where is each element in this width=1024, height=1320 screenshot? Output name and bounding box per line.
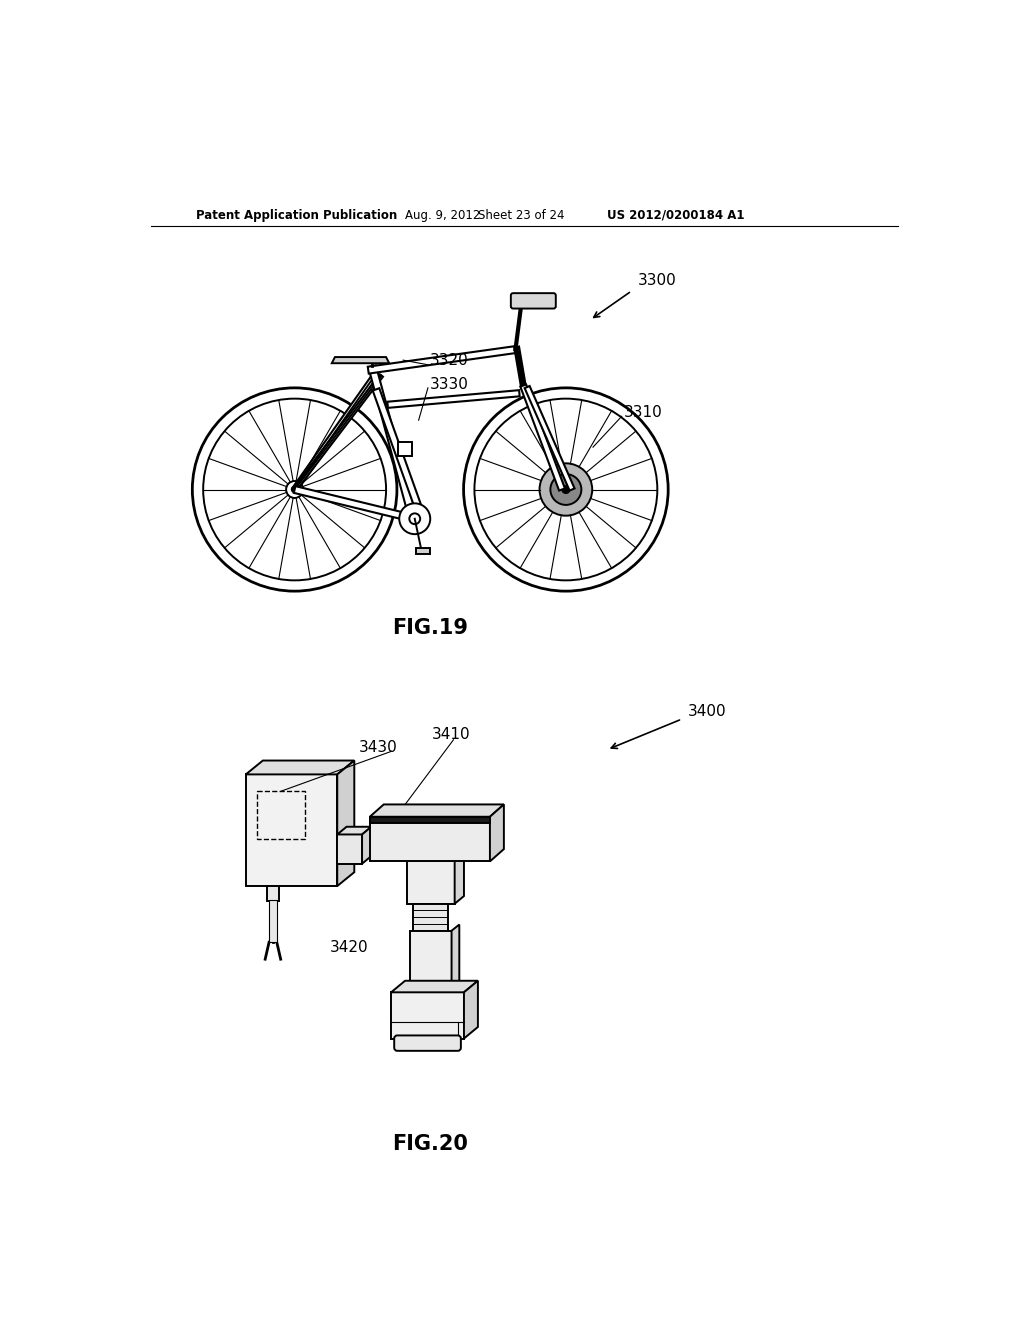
- Polygon shape: [337, 826, 372, 834]
- Text: 3310: 3310: [624, 405, 663, 420]
- FancyBboxPatch shape: [413, 904, 449, 931]
- Circle shape: [399, 503, 430, 535]
- FancyBboxPatch shape: [370, 817, 489, 862]
- Circle shape: [464, 388, 669, 591]
- Text: 3410: 3410: [432, 727, 470, 742]
- FancyBboxPatch shape: [397, 442, 412, 455]
- Polygon shape: [362, 826, 372, 863]
- Polygon shape: [524, 385, 574, 491]
- Polygon shape: [337, 760, 354, 886]
- FancyBboxPatch shape: [337, 834, 362, 863]
- Polygon shape: [455, 854, 464, 904]
- Polygon shape: [489, 804, 504, 862]
- FancyBboxPatch shape: [391, 993, 464, 1039]
- Text: FIG.20: FIG.20: [392, 1134, 468, 1154]
- FancyBboxPatch shape: [410, 931, 452, 993]
- Text: 3430: 3430: [359, 741, 397, 755]
- FancyBboxPatch shape: [407, 862, 455, 904]
- Polygon shape: [373, 388, 424, 516]
- Text: 3320: 3320: [430, 354, 469, 368]
- Polygon shape: [520, 384, 565, 491]
- Text: US 2012/0200184 A1: US 2012/0200184 A1: [607, 209, 744, 222]
- Polygon shape: [370, 804, 504, 817]
- Circle shape: [193, 388, 397, 591]
- Text: 3300: 3300: [638, 272, 677, 288]
- Circle shape: [474, 399, 657, 581]
- Text: 3330: 3330: [430, 376, 469, 392]
- Circle shape: [410, 513, 420, 524]
- Polygon shape: [293, 375, 383, 491]
- Text: FIG.19: FIG.19: [392, 618, 468, 638]
- Polygon shape: [332, 358, 389, 363]
- FancyBboxPatch shape: [266, 886, 280, 902]
- Polygon shape: [368, 346, 517, 374]
- FancyBboxPatch shape: [370, 817, 489, 822]
- FancyBboxPatch shape: [511, 293, 556, 309]
- Polygon shape: [369, 366, 417, 520]
- Circle shape: [203, 399, 386, 581]
- FancyBboxPatch shape: [246, 775, 337, 886]
- Circle shape: [540, 463, 592, 516]
- Polygon shape: [387, 391, 519, 408]
- Polygon shape: [391, 981, 478, 993]
- Text: 3400: 3400: [687, 704, 726, 719]
- Text: Aug. 9, 2012: Aug. 9, 2012: [406, 209, 481, 222]
- FancyBboxPatch shape: [417, 548, 430, 554]
- Polygon shape: [294, 486, 416, 523]
- Circle shape: [292, 486, 298, 492]
- Circle shape: [562, 486, 569, 494]
- FancyBboxPatch shape: [269, 900, 276, 942]
- FancyBboxPatch shape: [394, 1035, 461, 1051]
- Circle shape: [286, 480, 303, 498]
- Polygon shape: [452, 924, 460, 993]
- Polygon shape: [246, 760, 354, 775]
- Text: Patent Application Publication: Patent Application Publication: [197, 209, 397, 222]
- Text: Sheet 23 of 24: Sheet 23 of 24: [478, 209, 565, 222]
- Text: 3420: 3420: [330, 940, 368, 956]
- Circle shape: [550, 474, 582, 504]
- Polygon shape: [293, 372, 378, 491]
- Polygon shape: [464, 981, 478, 1039]
